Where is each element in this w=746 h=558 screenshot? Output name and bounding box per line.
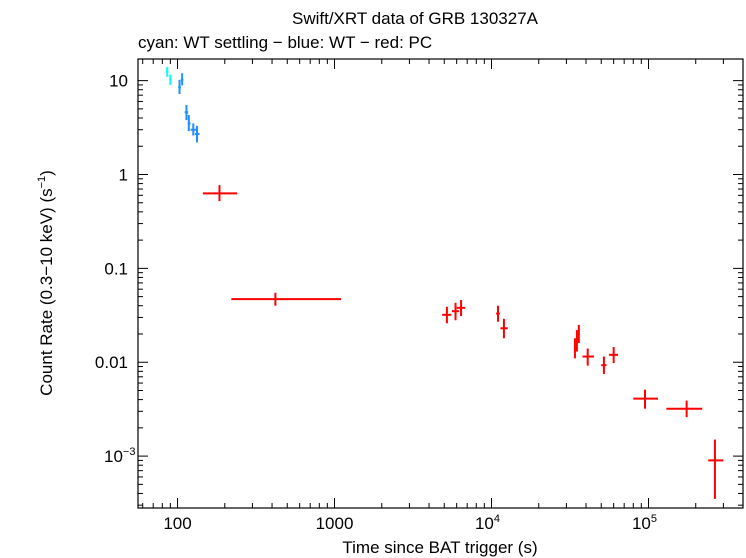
y-tick-label-base: 0.1 bbox=[104, 259, 128, 278]
data-point-wt bbox=[190, 123, 196, 136]
data-point-pc bbox=[496, 305, 500, 322]
y-axis-label-main: Count Rate (0.3−10 keV) (s bbox=[37, 188, 56, 395]
data-point-pc bbox=[442, 306, 452, 324]
data-point-wt bbox=[187, 115, 191, 132]
data-point-pc bbox=[451, 302, 459, 321]
y-tick-label-base: 0.01 bbox=[95, 353, 128, 372]
y-tick-label: 0.01 bbox=[95, 353, 128, 372]
data-point-pc bbox=[575, 330, 578, 352]
x-axis-label: Time since BAT trigger (s) bbox=[342, 538, 537, 557]
data-point-pc bbox=[456, 300, 466, 317]
y-axis-label-exponent: −1 bbox=[36, 176, 48, 189]
data-point-pc bbox=[202, 185, 238, 202]
x-tick-label-base: 1000 bbox=[316, 514, 354, 533]
x-tick-label: 100 bbox=[163, 514, 191, 533]
data-point-wt bbox=[184, 105, 189, 121]
x-tick-label-base: 10 bbox=[632, 514, 651, 533]
y-tick-label-exponent: −3 bbox=[123, 446, 136, 458]
data-point-pc bbox=[500, 318, 508, 339]
data-point-wt-settling bbox=[169, 74, 172, 85]
chart-subtitle: cyan: WT settling − blue: WT − red: PC bbox=[138, 33, 432, 52]
x-tick-label: 1000 bbox=[316, 514, 354, 533]
data-point-wt bbox=[178, 79, 181, 95]
data-point-pc bbox=[582, 348, 595, 366]
data-point-pc bbox=[601, 356, 607, 374]
chart-title: Swift/XRT data of GRB 130327A bbox=[292, 9, 539, 28]
y-tick-label-base: 10 bbox=[104, 447, 123, 466]
data-point-pc bbox=[577, 324, 580, 344]
data-point-pc bbox=[633, 389, 659, 409]
data-point-wt bbox=[194, 125, 200, 143]
x-tick-label: 104 bbox=[475, 513, 500, 533]
plot-frame bbox=[137, 58, 744, 509]
x-tick-label-exponent: 4 bbox=[494, 513, 500, 525]
y-axis-label-close: ) bbox=[37, 170, 56, 176]
y-tick-label: 10 bbox=[109, 72, 128, 91]
data-points bbox=[166, 66, 724, 499]
data-point-pc bbox=[231, 292, 342, 306]
y-tick-label: 0.1 bbox=[104, 259, 128, 278]
data-point-pc bbox=[573, 338, 576, 359]
x-tick-label-base: 10 bbox=[475, 514, 494, 533]
y-axis-label: Count Rate (0.3−10 keV) (s−1) bbox=[36, 170, 56, 396]
y-tick-label: 1 bbox=[119, 166, 128, 185]
y-tick-label-base: 10 bbox=[109, 72, 128, 91]
y-tick-label: 10−3 bbox=[104, 446, 135, 466]
y-tick-label-base: 1 bbox=[119, 166, 128, 185]
data-point-pc bbox=[666, 400, 703, 418]
x-tick-label: 105 bbox=[632, 513, 657, 533]
data-point-wt-settling bbox=[166, 66, 169, 77]
data-point-pc bbox=[608, 347, 619, 364]
x-tick-label-base: 100 bbox=[163, 514, 191, 533]
x-tick-label-exponent: 5 bbox=[651, 513, 657, 525]
data-point-pc bbox=[708, 439, 724, 499]
data-point-wt bbox=[180, 73, 184, 86]
